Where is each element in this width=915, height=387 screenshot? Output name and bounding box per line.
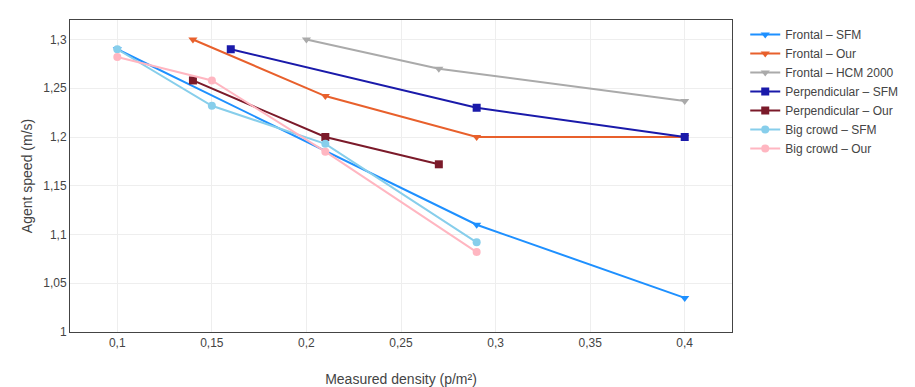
svg-text:1,3: 1,3: [50, 33, 67, 47]
svg-text:Frontal – HCM 2000: Frontal – HCM 2000: [785, 66, 893, 80]
svg-text:0,4: 0,4: [676, 336, 693, 350]
svg-text:Measured density (p/m²): Measured density (p/m²): [325, 371, 477, 387]
svg-text:0,3: 0,3: [487, 336, 504, 350]
svg-text:0,35: 0,35: [578, 336, 602, 350]
svg-text:1,2: 1,2: [50, 130, 67, 144]
svg-text:0,15: 0,15: [200, 336, 224, 350]
svg-text:Frontal – Our: Frontal – Our: [785, 47, 856, 61]
svg-text:0,25: 0,25: [389, 336, 413, 350]
svg-text:1,15: 1,15: [43, 179, 67, 193]
svg-text:0,2: 0,2: [298, 336, 315, 350]
svg-text:1,1: 1,1: [50, 228, 67, 242]
svg-text:Agent speed (m/s): Agent speed (m/s): [19, 119, 35, 233]
svg-text:1,05: 1,05: [43, 276, 67, 290]
svg-text:0,1: 0,1: [109, 336, 126, 350]
svg-text:Perpendicular – Our: Perpendicular – Our: [785, 104, 892, 118]
svg-text:Frontal – SFM: Frontal – SFM: [785, 28, 861, 42]
svg-text:Big crowd – Our: Big crowd – Our: [785, 142, 871, 156]
svg-text:Perpendicular – SFM: Perpendicular – SFM: [785, 85, 898, 99]
svg-text:1,25: 1,25: [43, 81, 67, 95]
svg-text:1: 1: [60, 325, 67, 339]
svg-text:Big crowd – SFM: Big crowd – SFM: [785, 123, 876, 137]
